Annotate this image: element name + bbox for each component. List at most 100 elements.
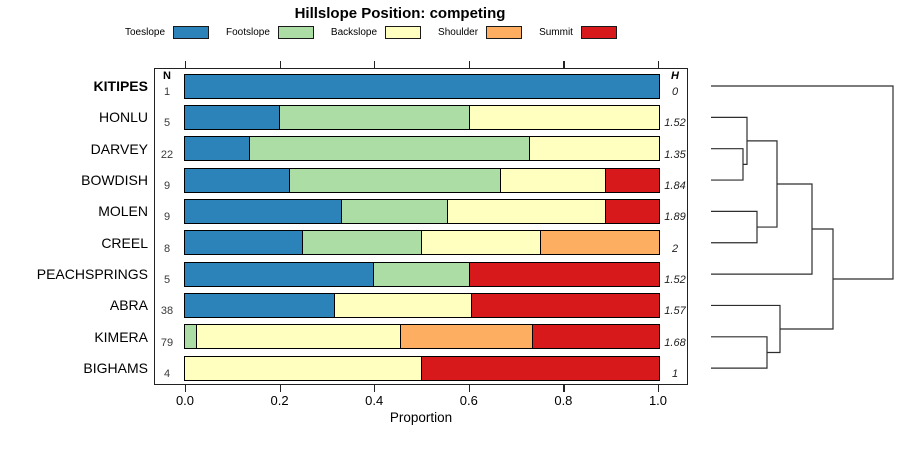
row-label-kitipes: KITIPES: [93, 78, 148, 94]
axis-tick-bottom: [468, 385, 470, 392]
bar-segment-footslope: [184, 325, 197, 349]
h-value: 1.68: [664, 336, 686, 349]
legend-swatch-toeslope-icon: [173, 26, 210, 39]
axis-tick-label: 0.0: [175, 393, 195, 408]
h-value: 1.35: [664, 148, 686, 161]
h-value: 1.89: [664, 211, 686, 224]
bar-segment-backslope: [333, 293, 472, 317]
row-label-bighams: BIGHAMS: [83, 360, 148, 377]
axis-tick-bottom: [563, 385, 565, 392]
bar-segment-summit: [421, 356, 659, 380]
axis-tick-bottom: [658, 385, 660, 392]
n-value: 38: [160, 305, 174, 318]
legend-label: Backslope: [330, 27, 378, 38]
legend-item-summit: Summit: [539, 26, 617, 39]
bar-segment-toeslope: [184, 137, 249, 161]
x-axis-label: Proportion: [389, 410, 453, 425]
bar-row-peachsprings: [183, 261, 660, 287]
bar-segment-summit: [605, 168, 659, 192]
bar-segment-footslope: [373, 262, 469, 286]
bar-segment-toeslope: [184, 293, 334, 317]
h-value: 1: [671, 368, 679, 381]
n-value: 9: [163, 180, 171, 193]
axis-tick-top: [658, 61, 660, 68]
bar-segment-summit: [471, 293, 659, 317]
h-value: 1.52: [664, 274, 686, 287]
bar-row-molen: [183, 198, 660, 224]
legend-item-footslope: Footslope: [226, 26, 314, 39]
bar-segment-toeslope: [184, 74, 659, 98]
row-label-molen: MOLEN: [98, 203, 148, 220]
row-label-honlu: HONLU: [98, 109, 148, 126]
n-value: 22: [160, 148, 174, 161]
bar-row-abra: [183, 292, 660, 318]
row-label-peachsprings: PEACHSPRINGS: [36, 266, 148, 283]
dendrogram-link: [711, 116, 748, 165]
legend-label: Summit: [539, 27, 573, 38]
bar-segment-backslope: [421, 231, 540, 255]
n-value: 4: [163, 368, 171, 381]
n-value: 5: [163, 117, 171, 130]
bar-segment-shoulder: [400, 325, 533, 349]
bar-segment-summit: [532, 325, 659, 349]
legend-label: Toeslope: [125, 27, 166, 38]
axis-tick-bottom: [279, 385, 281, 392]
legend-swatch-summit-icon: [580, 26, 617, 39]
axis-tick-top: [279, 61, 281, 68]
bar-row-kitipes: [183, 73, 660, 99]
bar-segment-footslope: [302, 231, 421, 255]
bar-segment-summit: [605, 199, 659, 223]
n-value: 5: [163, 274, 171, 287]
axis-tick-label: 0.4: [365, 393, 384, 408]
legend-label: Footslope: [226, 27, 270, 38]
axis-tick-top: [374, 61, 376, 68]
legend: Toeslope Footslope Backslope Shoulder Summit: [125, 26, 617, 39]
bar-segment-footslope: [341, 199, 448, 223]
bar-segment-toeslope: [184, 199, 342, 223]
axis-tick-label: 0.8: [554, 393, 573, 408]
n-value: 1: [163, 86, 171, 98]
bar-segment-shoulder: [539, 231, 659, 255]
row-label-abra: ABRA: [109, 297, 148, 314]
axis-tick-top: [563, 61, 565, 68]
row-label-darvey: DARVEY: [90, 140, 148, 157]
bar-row-honlu: [183, 104, 660, 130]
legend-swatch-footslope-icon: [277, 26, 314, 39]
h-column-header: H: [671, 70, 679, 82]
chart-title: Hillslope Position: competing: [294, 5, 506, 22]
h-value: 1.52: [664, 117, 686, 130]
dendrogram-link: [780, 228, 834, 330]
bar-segment-backslope: [184, 356, 421, 380]
row-label-kimera: KIMERA: [94, 328, 148, 345]
h-value: 0: [671, 86, 679, 98]
n-column-header: N: [163, 70, 171, 82]
plot-box: [154, 68, 688, 385]
bar-segment-toeslope: [184, 231, 303, 255]
bar-row-kimera: [183, 324, 660, 350]
bar-segment-toeslope: [184, 262, 374, 286]
bar-segment-backslope: [499, 168, 606, 192]
h-value: 1.84: [664, 180, 686, 193]
bar-row-darvey: [183, 136, 660, 162]
n-value: 79: [160, 336, 174, 349]
legend-swatch-backslope-icon: [385, 26, 422, 39]
dendrogram-link: [711, 336, 768, 369]
bar-row-bowdish: [183, 167, 660, 193]
bar-segment-footslope: [278, 105, 469, 129]
legend-item-toeslope: Toeslope: [125, 26, 210, 39]
n-value: 8: [163, 242, 171, 255]
legend-label: Shoulder: [438, 27, 479, 38]
dendrogram-link: [711, 210, 758, 244]
legend-item-backslope: Backslope: [330, 26, 422, 39]
dendrogram-link: [711, 85, 894, 280]
axis-tick-bottom: [185, 385, 187, 392]
axis-tick-label: 0.2: [270, 393, 289, 408]
dendrogram-link: [711, 304, 781, 354]
row-label-creel: CREEL: [101, 234, 148, 251]
axis-tick-label: 0.6: [459, 393, 478, 408]
h-value: 2: [671, 242, 679, 255]
bar-segment-backslope: [447, 199, 606, 223]
axis-tick-label: 1.0: [648, 393, 668, 408]
h-value: 1.57: [664, 305, 686, 318]
bar-row-bighams: [183, 355, 660, 381]
